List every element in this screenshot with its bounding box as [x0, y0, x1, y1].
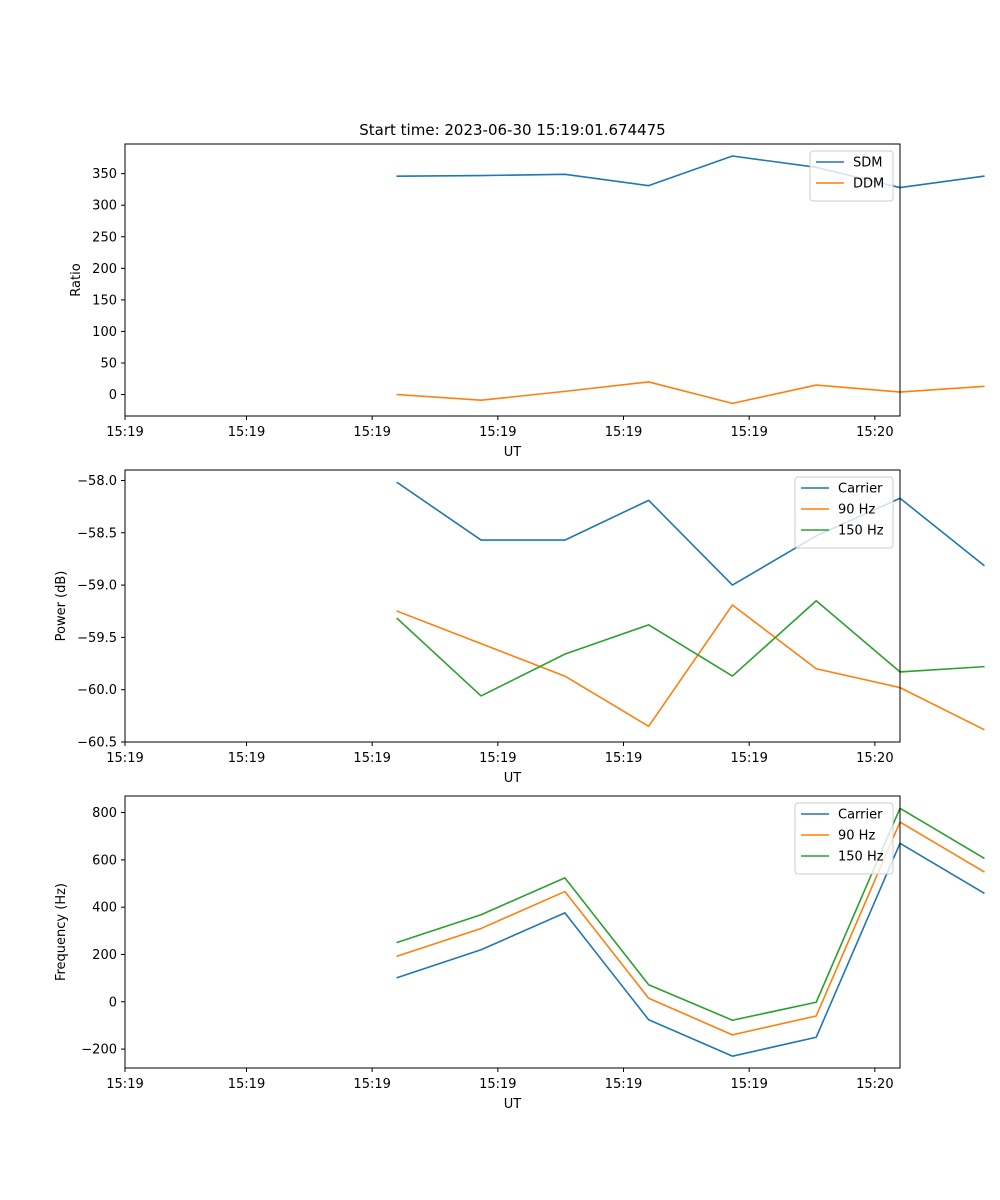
x-tick-label: 15:19: [605, 1077, 642, 1092]
x-tick-label: 15:19: [228, 1077, 265, 1092]
chart-panel-2: 15:19 15:19 15:19 15:19 15:19 15:19 15:20 −60.5…: [54, 469, 985, 786]
x-tick-label: 15:19: [106, 425, 143, 440]
legend-entry-carrier: Carrier: [838, 808, 883, 823]
axes-frame: [124, 143, 901, 417]
x-tick-label: 15:19: [228, 425, 265, 440]
y-tick-label: −58.0: [77, 474, 117, 489]
y-tick-label: 400: [92, 901, 117, 916]
x-tick-label: 15:19: [353, 425, 390, 440]
y-tick-label: −60.0: [77, 683, 117, 698]
y-tick-label: 50: [100, 356, 117, 371]
y-axis-label: Ratio: [69, 263, 84, 296]
y-tick-label: 200: [92, 262, 117, 277]
x-tick-label: 15:19: [353, 1077, 390, 1092]
y-tick-label: −58.5: [77, 526, 117, 541]
legend-entry-150-hz: 150 Hz: [838, 524, 884, 539]
x-tick-label: 15:19: [730, 1077, 767, 1092]
series-line-carrier: [396, 842, 985, 1057]
x-tick-label: 15:19: [605, 425, 642, 440]
y-tick-label: 100: [92, 325, 117, 340]
x-axis-label: UT: [504, 1097, 522, 1112]
y-tick-label: 200: [92, 948, 117, 963]
x-tick-label: 15:19: [228, 751, 265, 766]
y-tick-label: 300: [92, 199, 117, 214]
legend-entry-90-hz: 90 Hz: [838, 503, 875, 518]
x-axis-label: UT: [504, 771, 522, 786]
x-tick-label: 15:19: [479, 425, 516, 440]
y-tick-label: 800: [92, 806, 117, 821]
y-tick-label: −200: [81, 1043, 117, 1058]
chart-title: Start time: 2023-06-30 15:19:01.674475: [359, 121, 665, 139]
x-tick-label: 15:19: [479, 751, 516, 766]
legend-entry-carrier: Carrier: [838, 482, 883, 497]
x-tick-label: 15:19: [730, 425, 767, 440]
y-tick-label: 0: [109, 388, 117, 403]
axes-frame: [124, 469, 901, 743]
chart-panel-3: 15:19 15:19 15:19 15:19 15:19 15:19 15:20 −200 0…: [54, 795, 985, 1112]
x-tick-label: 15:20: [856, 1077, 893, 1092]
y-tick-label: 0: [109, 995, 117, 1010]
legend-entry-90-hz: 90 Hz: [838, 829, 875, 844]
x-tick-label: 15:19: [353, 751, 390, 766]
y-tick-label: −59.5: [77, 631, 117, 646]
x-tick-label: 15:19: [730, 751, 767, 766]
x-tick-label: 15:19: [106, 751, 143, 766]
y-tick-label: 150: [92, 293, 117, 308]
y-tick-label: −60.5: [77, 736, 117, 751]
legend-box: [809, 150, 894, 202]
series-line-ddm: [396, 381, 985, 405]
y-tick-label: −59.0: [77, 579, 117, 594]
x-axis-label: UT: [504, 445, 522, 460]
legend-entry-150-hz: 150 Hz: [838, 850, 884, 865]
x-tick-label: 15:19: [605, 751, 642, 766]
series-line-150-hz: [396, 599, 985, 697]
x-tick-label: 15:20: [856, 425, 893, 440]
chart-panel-1: 15:19 15:19 15:19 15:19 15:19 15:19 15:20 0 50 10…: [69, 121, 985, 460]
series-line-90-hz: [396, 604, 985, 731]
legend-entry-ddm: DDM: [853, 177, 884, 192]
y-tick-label: 350: [92, 167, 117, 182]
y-axis-label: Frequency (Hz): [54, 883, 69, 981]
legend-entry-sdm: SDM: [853, 156, 882, 171]
y-tick-label: 600: [92, 853, 117, 868]
y-axis-label: Power (dB): [54, 571, 69, 642]
axes-frame: [124, 795, 901, 1069]
x-tick-label: 15:19: [106, 1077, 143, 1092]
y-tick-label: 250: [92, 230, 117, 245]
x-tick-label: 15:20: [856, 751, 893, 766]
x-tick-label: 15:19: [479, 1077, 516, 1092]
